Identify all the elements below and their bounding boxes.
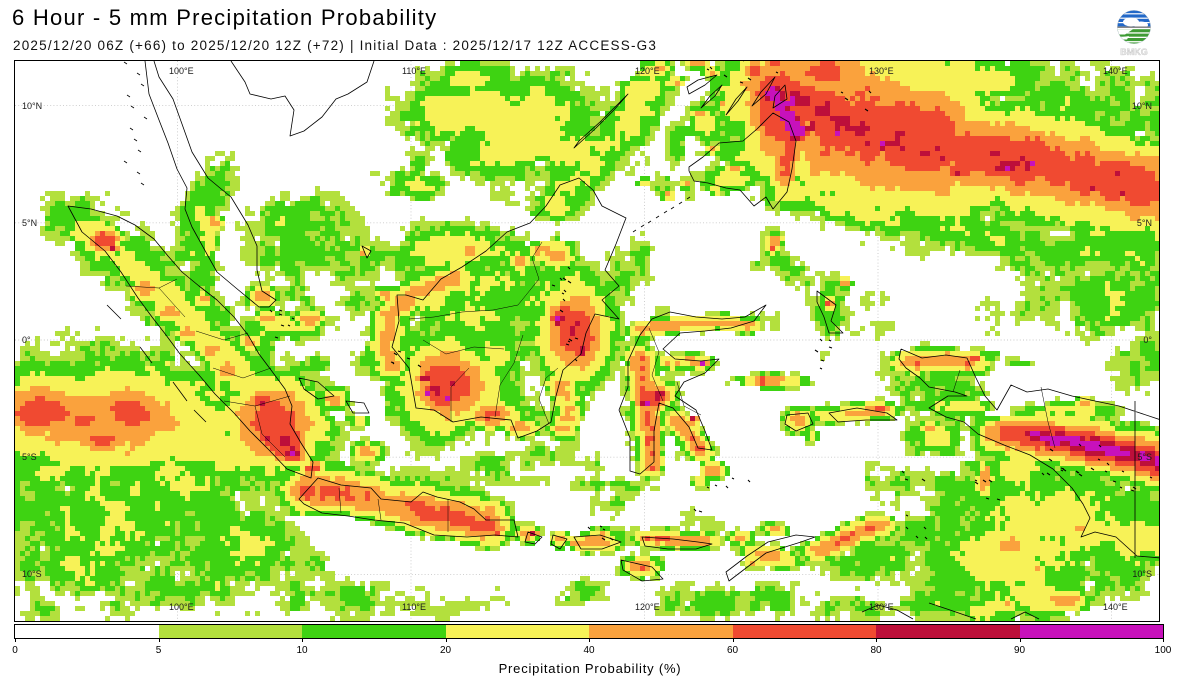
svg-text:5°N: 5°N [1137, 218, 1152, 228]
svg-text:140°E: 140°E [1103, 602, 1128, 612]
svg-text:100°E: 100°E [169, 602, 194, 612]
svg-text:110°E: 110°E [402, 66, 426, 76]
svg-text:120°E: 120°E [635, 602, 660, 612]
svg-text:5°S: 5°S [22, 452, 37, 462]
svg-text:120°E: 120°E [635, 66, 660, 76]
svg-text:0°: 0° [22, 335, 31, 345]
svg-text:100°E: 100°E [169, 66, 194, 76]
svg-text:5°N: 5°N [22, 218, 37, 228]
svg-text:10°N: 10°N [22, 101, 42, 111]
svg-text:10°S: 10°S [1132, 569, 1152, 579]
svg-text:0°: 0° [1143, 335, 1152, 345]
svg-text:10°S: 10°S [22, 569, 42, 579]
svg-text:5°S: 5°S [1137, 452, 1152, 462]
svg-text:130°E: 130°E [869, 602, 894, 612]
svg-text:110°E: 110°E [402, 602, 426, 612]
svg-text:10°N: 10°N [1132, 101, 1152, 111]
svg-text:BMKG: BMKG [1120, 47, 1148, 57]
svg-text:130°E: 130°E [869, 66, 894, 76]
svg-text:140°E: 140°E [1103, 66, 1128, 76]
